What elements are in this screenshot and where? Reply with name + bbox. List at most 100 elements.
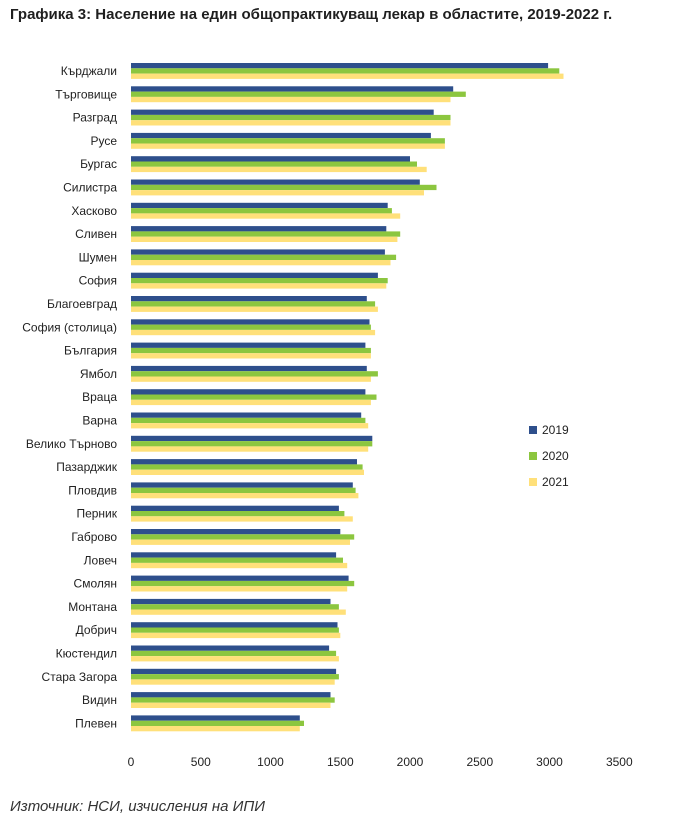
bar-2021-28 bbox=[131, 726, 300, 732]
bar-2020-14 bbox=[131, 394, 377, 400]
bar-2020-27 bbox=[131, 697, 335, 703]
category-label: Велико Търново bbox=[26, 437, 117, 451]
bar-2020-25 bbox=[131, 650, 337, 657]
bar-2020-15 bbox=[131, 417, 366, 424]
bar-2020-10 bbox=[131, 301, 376, 307]
category-label: Шумен bbox=[79, 250, 117, 264]
category-label: Перник bbox=[76, 507, 117, 521]
bar-2021-23 bbox=[131, 609, 346, 615]
category-label: Смолян bbox=[74, 577, 117, 591]
category-label: Търговище bbox=[55, 87, 117, 101]
bar-2019-25 bbox=[131, 645, 330, 651]
x-tick-label: 0 bbox=[128, 755, 135, 769]
bar-2020-6 bbox=[131, 208, 392, 214]
x-tick-label: 500 bbox=[191, 755, 211, 769]
bar-2021-12 bbox=[131, 353, 371, 359]
bar-2020-9 bbox=[131, 278, 388, 284]
chart-title: Графика 3: Население на един общопрактик… bbox=[10, 6, 613, 23]
bar-2020-26 bbox=[131, 674, 339, 680]
category-label: Хасково bbox=[71, 204, 117, 218]
bar-2021-24 bbox=[131, 632, 341, 639]
category-label: Разград bbox=[73, 111, 117, 125]
category-label: Сливен bbox=[75, 227, 117, 241]
category-label: Габрово bbox=[71, 530, 117, 544]
category-label: България bbox=[64, 344, 117, 358]
bar-2019-13 bbox=[131, 365, 367, 372]
bar-2020-17 bbox=[131, 464, 363, 470]
bar-2019-4 bbox=[131, 156, 410, 162]
x-tick-label: 1500 bbox=[327, 755, 354, 769]
x-tick-label: 3000 bbox=[536, 755, 563, 769]
bar-2019-15 bbox=[131, 412, 362, 418]
bar-2020-4 bbox=[131, 161, 417, 167]
bar-2021-8 bbox=[131, 260, 391, 266]
bar-2019-21 bbox=[131, 552, 337, 558]
bar-2021-15 bbox=[131, 423, 369, 429]
category-label: Стара Загора bbox=[42, 670, 118, 684]
category-label: Враца bbox=[82, 390, 117, 404]
category-label: Видин bbox=[82, 693, 117, 707]
bar-2020-24 bbox=[131, 627, 339, 633]
bar-2020-3 bbox=[131, 138, 445, 144]
category-label: Варна bbox=[82, 414, 117, 428]
bar-2019-17 bbox=[131, 459, 357, 465]
category-label: Пловдив bbox=[68, 483, 117, 497]
bar-2020-11 bbox=[131, 324, 371, 330]
bar-2019-12 bbox=[131, 342, 366, 348]
category-label: Бургас bbox=[80, 157, 117, 171]
bar-2020-19 bbox=[131, 511, 345, 517]
category-label: Русе bbox=[90, 134, 117, 148]
legend-swatch-2021 bbox=[529, 478, 537, 486]
source-note: Източник: НСИ, изчисления на ИПИ bbox=[10, 798, 265, 815]
category-label: Добрич bbox=[76, 623, 117, 637]
legend: 2019 2020 2021 bbox=[529, 423, 569, 489]
bar-2021-18 bbox=[131, 493, 359, 499]
bar-2019-5 bbox=[131, 179, 420, 185]
category-label: София (столица) bbox=[22, 320, 117, 334]
bar-2020-13 bbox=[131, 371, 378, 377]
bar-2019-28 bbox=[131, 715, 300, 721]
legend-swatch-2020 bbox=[529, 452, 537, 460]
bar-2021-17 bbox=[131, 469, 364, 475]
bar-2021-3 bbox=[131, 143, 445, 149]
x-tick-label: 1000 bbox=[257, 755, 284, 769]
bar-2020-12 bbox=[131, 347, 371, 354]
bar-2019-14 bbox=[131, 389, 366, 395]
bar-2021-7 bbox=[131, 236, 398, 242]
category-label: Пазарджик bbox=[56, 460, 117, 474]
bar-2019-9 bbox=[131, 272, 378, 278]
bar-2019-6 bbox=[131, 202, 388, 209]
bar-2019-20 bbox=[131, 529, 341, 535]
x-tick-label: 2500 bbox=[466, 755, 493, 769]
bar-2020-5 bbox=[131, 184, 437, 191]
category-labels: Кърджали Търговище Разград Русе Бургас Силист… bbox=[22, 64, 118, 730]
bar-2021-11 bbox=[131, 329, 376, 336]
bar-2019-16 bbox=[131, 435, 373, 442]
bar-2021-19 bbox=[131, 516, 353, 522]
bar-2019-7 bbox=[131, 226, 387, 232]
bar-2021-10 bbox=[131, 306, 378, 312]
legend-swatch-2019 bbox=[529, 426, 537, 434]
bar-2019-26 bbox=[131, 668, 337, 675]
category-label: Кърджали bbox=[61, 64, 117, 78]
bar-2019-0 bbox=[131, 63, 549, 69]
bar-2021-14 bbox=[131, 399, 371, 406]
bar-2020-7 bbox=[131, 231, 401, 237]
category-label: Ямбол bbox=[80, 367, 117, 381]
bar-2019-27 bbox=[131, 692, 331, 698]
bar-2021-26 bbox=[131, 679, 335, 685]
x-axis-ticks: 0 500 1000 1500 2000 2500 3000 3500 bbox=[128, 755, 633, 769]
legend-label-2021: 2021 bbox=[542, 475, 569, 489]
bar-2020-18 bbox=[131, 487, 356, 493]
bar-2020-21 bbox=[131, 557, 343, 563]
bar-2020-20 bbox=[131, 534, 355, 540]
legend-label-2019: 2019 bbox=[542, 423, 569, 437]
bars-group bbox=[131, 63, 564, 732]
category-label: Ловеч bbox=[84, 553, 117, 567]
bar-2019-2 bbox=[131, 109, 434, 115]
bar-2020-0 bbox=[131, 68, 560, 74]
bar-2021-13 bbox=[131, 376, 371, 382]
bar-2021-4 bbox=[131, 166, 427, 173]
bar-2021-21 bbox=[131, 562, 348, 569]
category-label: София bbox=[79, 274, 117, 288]
